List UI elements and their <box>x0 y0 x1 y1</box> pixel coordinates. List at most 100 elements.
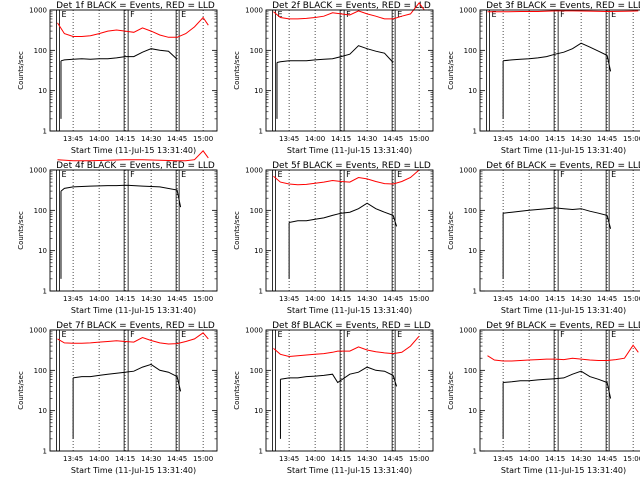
interval-marker <box>272 9 276 132</box>
x-tick-label: 14:15 <box>545 455 565 463</box>
y-tick-label: 100 <box>34 367 47 375</box>
x-axis-label: Start Time (11-Jul-15 13:31:40) <box>287 466 412 475</box>
x-tick-label: 14:00 <box>519 455 539 463</box>
panel-7: Det 7f BLACK = Events, RED = LLD Counts/s… <box>17 321 218 475</box>
y-tick-label: 10 <box>38 87 47 95</box>
interval-marker-label: E <box>397 170 402 179</box>
y-tick-label: 1 <box>43 448 47 456</box>
interval-marker-label: E <box>278 330 283 339</box>
plot-frame <box>479 329 640 452</box>
y-tick-label: 1 <box>259 128 263 136</box>
x-tick-label: 13:45 <box>63 135 83 143</box>
x-tick-label: 14:15 <box>331 455 351 463</box>
x-tick-label: 13:45 <box>63 295 83 303</box>
series-events-line <box>503 370 612 399</box>
x-tick-label: 15:00 <box>409 295 429 303</box>
plot-frame <box>479 9 640 132</box>
interval-marker-label: E <box>181 10 186 19</box>
series-lld-line <box>487 10 639 13</box>
interval-marker-label: F <box>130 170 135 179</box>
x-tick-label: 13:45 <box>279 295 299 303</box>
interval-marker-label: E <box>397 10 402 19</box>
x-tick-label: 14:00 <box>89 295 109 303</box>
interval-marker <box>123 9 129 132</box>
interval-marker <box>391 329 396 452</box>
x-tick-label: 13:45 <box>493 135 513 143</box>
interval-marker <box>272 169 276 292</box>
x-tick-label: 15:00 <box>193 295 213 303</box>
panel-title: Det 1f BLACK = Events, RED = LLD <box>56 1 215 11</box>
series-events-line <box>73 363 182 392</box>
panel-title: Det 7f BLACK = Events, RED = LLD <box>56 321 215 331</box>
y-tick-label: 1000 <box>29 167 47 175</box>
series-events-line <box>276 45 394 63</box>
x-tick-label: 14:45 <box>383 455 403 463</box>
plot-frame <box>265 9 434 132</box>
plot-frame <box>49 169 218 292</box>
x-axis-label: Start Time (11-Jul-15 13:31:40) <box>501 306 626 315</box>
x-tick-label: 14:15 <box>115 295 135 303</box>
y-tick-label: 1000 <box>245 167 263 175</box>
x-tick-label: 14:00 <box>305 135 325 143</box>
x-tick-label: 13:45 <box>493 455 513 463</box>
x-tick-label: 14:15 <box>545 295 565 303</box>
x-tick-label: 14:30 <box>141 455 161 463</box>
panel-6: Det 6f BLACK = Events, RED = LLD Counts/s… <box>447 161 640 315</box>
series-events-line <box>280 366 398 387</box>
plot-frame <box>265 329 434 452</box>
x-axis-label: Start Time (11-Jul-15 13:31:40) <box>501 466 626 475</box>
series-events-line <box>60 184 182 208</box>
x-tick-label: 14:30 <box>571 295 591 303</box>
y-axis-label: Counts/sec <box>233 211 241 250</box>
panel-title: Det 4f BLACK = Events, RED = LLD <box>56 161 215 171</box>
interval-marker <box>391 169 396 292</box>
x-axis-label: Start Time (11-Jul-15 13:31:40) <box>501 146 626 155</box>
x-tick-label: 13:45 <box>63 455 83 463</box>
x-tick-label: 14:45 <box>167 455 187 463</box>
x-tick-label: 15:00 <box>623 295 640 303</box>
plot-frame <box>49 329 218 452</box>
x-axis-label: Start Time (11-Jul-15 13:31:40) <box>287 146 412 155</box>
interval-marker <box>56 9 60 132</box>
interval-marker <box>553 169 559 292</box>
series-lld-line <box>273 169 420 186</box>
y-tick-label: 1000 <box>459 327 477 335</box>
x-tick-label: 13:45 <box>493 295 513 303</box>
interval-marker-label: F <box>346 330 351 339</box>
x-tick-label: 14:45 <box>383 135 403 143</box>
interval-marker-label: E <box>62 330 67 339</box>
y-tick-label: 1 <box>473 448 477 456</box>
interval-marker <box>339 169 345 292</box>
x-tick-label: 14:45 <box>167 295 187 303</box>
x-tick-label: 15:00 <box>623 135 640 143</box>
x-tick-label: 14:30 <box>571 135 591 143</box>
x-tick-label: 14:15 <box>115 455 135 463</box>
y-tick-label: 100 <box>464 47 477 55</box>
y-tick-label: 100 <box>464 207 477 215</box>
y-axis-label: Counts/sec <box>233 51 241 90</box>
panel-title: Det 6f BLACK = Events, RED = LLD <box>486 161 640 171</box>
x-axis-label: Start Time (11-Jul-15 13:31:40) <box>71 466 196 475</box>
y-tick-label: 10 <box>468 87 477 95</box>
x-tick-label: 14:00 <box>519 295 539 303</box>
series-lld-line <box>273 335 420 358</box>
y-axis-label: Counts/sec <box>447 371 455 410</box>
x-tick-label: 14:00 <box>89 135 109 143</box>
interval-marker <box>175 169 180 292</box>
y-tick-label: 1000 <box>29 7 47 15</box>
y-tick-label: 1000 <box>245 7 263 15</box>
series-lld-line <box>57 332 209 345</box>
x-tick-label: 14:45 <box>597 295 617 303</box>
x-tick-label: 14:15 <box>331 295 351 303</box>
x-tick-label: 14:00 <box>305 455 325 463</box>
x-tick-label: 14:45 <box>167 135 187 143</box>
y-tick-label: 10 <box>38 407 47 415</box>
x-tick-label: 14:45 <box>597 135 617 143</box>
interval-marker-label: E <box>181 170 186 179</box>
interval-marker <box>175 329 180 452</box>
series-lld-line <box>57 150 209 162</box>
series-lld-line <box>273 2 425 20</box>
plot-frame <box>49 9 218 132</box>
panel-title: Det 2f BLACK = Events, RED = LLD <box>272 1 431 11</box>
